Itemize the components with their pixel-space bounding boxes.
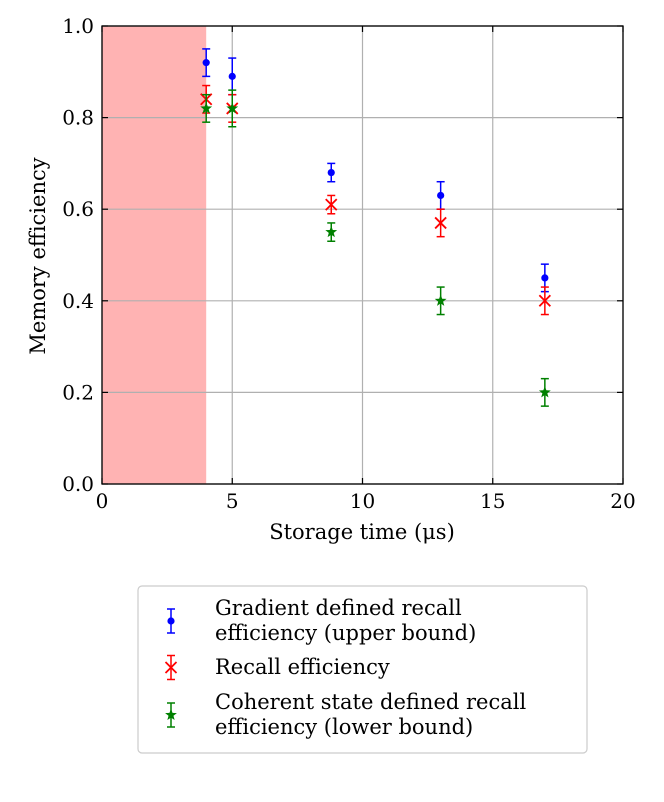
- point-recall-3-stroke-b: [434, 216, 447, 230]
- legend-label-coherent-0: Coherent state defined recall: [215, 690, 526, 714]
- point-gradient-3: [437, 191, 445, 200]
- series-coherent: [200, 89, 551, 407]
- point-coherent-1: [226, 102, 239, 114]
- point-gradient-0: [202, 59, 210, 67]
- legend-marker-coherent: [165, 708, 177, 721]
- x-axis-title: Storage time (μs): [269, 520, 455, 544]
- legend-marker-gradient: [167, 617, 175, 625]
- legend-marker-recall-stroke-b: [164, 661, 178, 674]
- y-tick-label-0: 0.0: [62, 472, 94, 496]
- point-recall-4: [538, 294, 551, 307]
- plot-background-layer: [102, 26, 207, 484]
- data-marks-layer: [200, 48, 551, 407]
- point-recall-2-stroke-b: [325, 198, 338, 211]
- ticks-layer: 0 5 10 15 20 0.0 0.2 0.4 0.6 0.8 1.0: [62, 14, 636, 513]
- legend-label-gradient-0: Gradient defined recall: [215, 596, 462, 620]
- point-gradient-2: [327, 168, 335, 177]
- point-coherent-3: [434, 294, 447, 306]
- point-gradient-1: [228, 72, 236, 80]
- legend-label-gradient-1: efficiency (upper bound): [215, 621, 476, 645]
- legend-marker-recall: [164, 661, 178, 674]
- y-tick-label-1: 0.2: [62, 380, 94, 404]
- x-tick-label-2: 10: [350, 489, 375, 513]
- y-axis-title: Memory efficiency: [26, 157, 50, 354]
- x-tick-label-3: 15: [480, 489, 505, 513]
- shaded-region: [102, 26, 207, 484]
- x-tick-label-0: 0: [96, 489, 109, 513]
- y-tick-label-3: 0.6: [62, 197, 94, 221]
- point-recall-2: [325, 198, 338, 211]
- legend-label-recall-0: Recall efficiency: [215, 655, 390, 679]
- series-recall: [200, 84, 551, 316]
- x-tick-label-1: 5: [226, 489, 239, 513]
- legend-box: [137, 585, 588, 754]
- point-recall-3: [434, 216, 447, 230]
- point-coherent-4: [538, 386, 551, 398]
- y-tick-label-5: 1.0: [62, 14, 94, 38]
- y-tick-label-2: 0.4: [62, 289, 94, 313]
- point-coherent-0: [200, 102, 213, 114]
- y-tick-label-4: 0.8: [62, 106, 94, 130]
- legend-label-coherent-1: efficiency (lower bound): [215, 715, 473, 739]
- series-gradient: [202, 48, 549, 293]
- point-coherent-2: [325, 225, 338, 238]
- point-gradient-4: [541, 274, 549, 282]
- point-recall-4-stroke-b: [538, 294, 551, 307]
- x-tick-label-4: 20: [610, 489, 635, 513]
